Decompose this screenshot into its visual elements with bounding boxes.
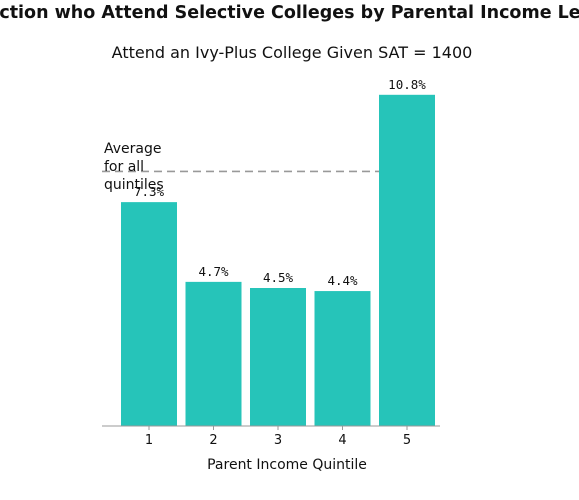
x-tick-label-1: 1	[145, 433, 153, 448]
average-label-line-3: quintiles	[104, 177, 164, 193]
value-label-quintile-1: 7.3%	[134, 184, 165, 199]
x-tick-label-4: 4	[338, 433, 346, 448]
average-reference: Average for all quintiles	[102, 141, 379, 193]
chart-title: Fraction who Attend Selective Colleges b…	[0, 3, 579, 23]
average-label-line-2: for all	[104, 159, 144, 175]
x-tick-label-3: 3	[274, 433, 282, 448]
chart-subtitle: Attend an Ivy-Plus College Given SAT = 1…	[112, 43, 473, 62]
bar-quintile-1	[121, 202, 177, 426]
x-tick-labels: 1 2 3 4 5	[145, 426, 411, 448]
x-axis-title: Parent Income Quintile	[207, 457, 367, 473]
bars	[121, 94, 435, 427]
value-label-quintile-2: 4.7%	[198, 264, 229, 279]
average-label-line-1: Average	[104, 141, 162, 157]
bar-quintile-5	[379, 94, 435, 427]
value-labels: 7.3% 4.7% 4.5% 4.4% 10.8%	[134, 77, 426, 288]
value-label-quintile-3: 4.5%	[263, 270, 294, 285]
bar-quintile-4	[314, 291, 371, 426]
x-tick-label-5: 5	[403, 433, 411, 448]
value-label-quintile-4: 4.4%	[327, 273, 358, 288]
x-tick-label-2: 2	[209, 433, 217, 448]
value-label-quintile-5: 10.8%	[388, 77, 426, 92]
bar-quintile-3	[250, 288, 306, 426]
bar-quintile-2	[185, 281, 242, 426]
